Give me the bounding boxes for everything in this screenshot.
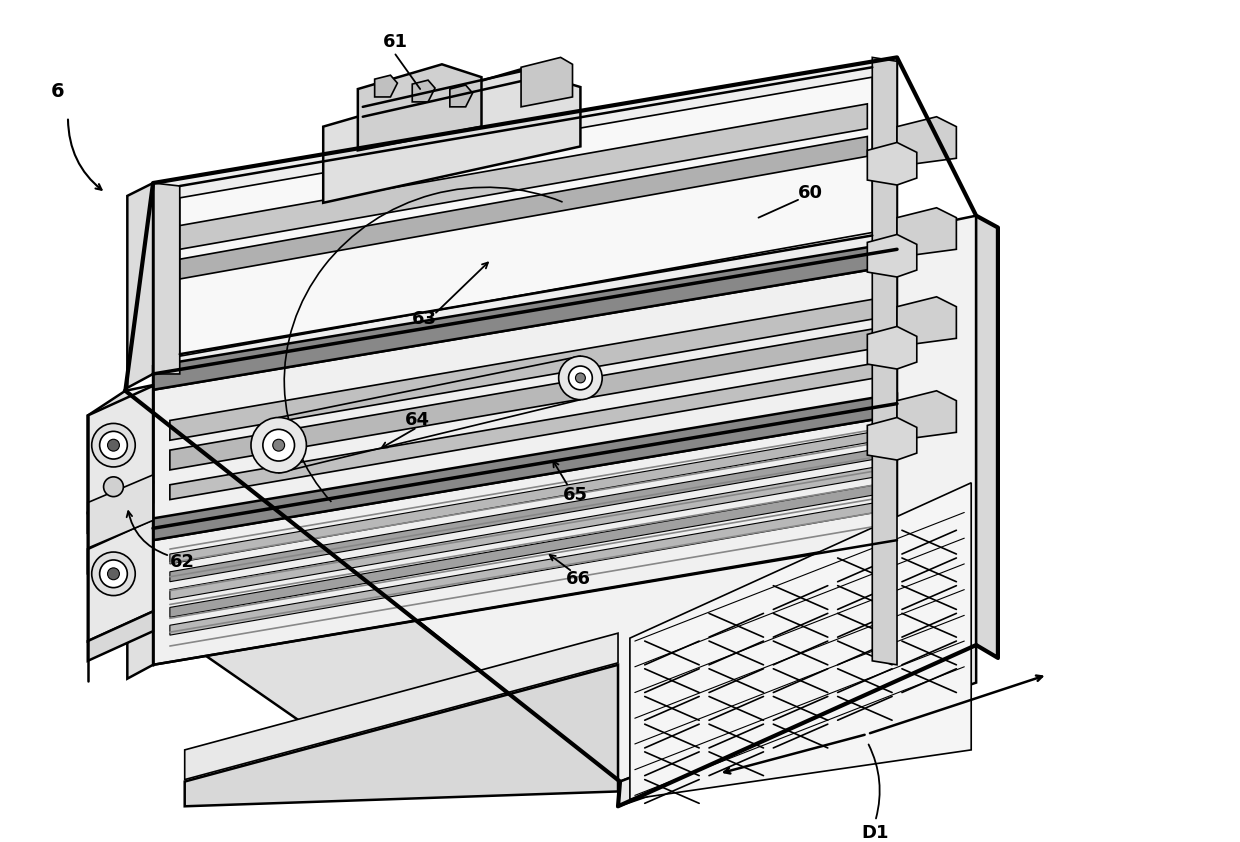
Polygon shape (170, 465, 887, 600)
Text: 66: 66 (565, 570, 591, 588)
Polygon shape (185, 665, 618, 807)
Polygon shape (630, 482, 971, 799)
Polygon shape (128, 390, 153, 542)
Polygon shape (170, 501, 887, 635)
Text: 61: 61 (383, 33, 408, 51)
Polygon shape (872, 57, 897, 665)
Circle shape (92, 424, 135, 467)
Circle shape (99, 431, 128, 459)
Polygon shape (374, 75, 397, 97)
Circle shape (108, 440, 119, 451)
Polygon shape (412, 80, 435, 102)
Polygon shape (976, 216, 998, 658)
Polygon shape (867, 234, 916, 277)
Text: 62: 62 (170, 553, 195, 571)
Text: 64: 64 (404, 412, 430, 429)
Polygon shape (867, 142, 916, 185)
Circle shape (569, 366, 593, 390)
Circle shape (273, 440, 285, 451)
Polygon shape (170, 327, 887, 470)
Polygon shape (897, 296, 956, 346)
Text: 63: 63 (412, 310, 436, 328)
Circle shape (99, 560, 128, 588)
Text: 65: 65 (563, 486, 588, 504)
Polygon shape (897, 208, 956, 257)
Polygon shape (153, 183, 180, 374)
Circle shape (92, 552, 135, 595)
Polygon shape (125, 216, 976, 781)
Circle shape (575, 373, 585, 383)
Polygon shape (170, 429, 887, 564)
Polygon shape (88, 482, 153, 532)
Polygon shape (170, 361, 887, 499)
Circle shape (263, 429, 295, 461)
Polygon shape (180, 136, 867, 279)
Polygon shape (185, 633, 618, 780)
Polygon shape (897, 391, 956, 440)
Polygon shape (180, 77, 872, 356)
Polygon shape (867, 327, 916, 369)
Text: 6: 6 (51, 82, 64, 101)
Polygon shape (170, 482, 887, 617)
Polygon shape (897, 117, 956, 166)
Polygon shape (324, 69, 580, 203)
Polygon shape (153, 265, 897, 528)
Polygon shape (618, 645, 976, 807)
Circle shape (108, 568, 119, 580)
Polygon shape (153, 394, 897, 541)
Polygon shape (170, 296, 887, 440)
Circle shape (559, 356, 603, 400)
Circle shape (104, 477, 123, 497)
Text: 60: 60 (797, 184, 822, 202)
Polygon shape (88, 386, 153, 513)
Polygon shape (88, 520, 153, 641)
Text: D1: D1 (862, 824, 889, 842)
Polygon shape (450, 85, 472, 107)
Polygon shape (88, 611, 153, 661)
Polygon shape (128, 541, 153, 679)
Polygon shape (153, 242, 897, 390)
Polygon shape (128, 183, 153, 388)
Polygon shape (867, 418, 916, 460)
Polygon shape (521, 57, 573, 107)
Polygon shape (88, 475, 153, 548)
Polygon shape (358, 64, 481, 151)
Circle shape (250, 418, 306, 473)
Polygon shape (180, 104, 867, 249)
Polygon shape (88, 391, 620, 781)
Polygon shape (170, 447, 887, 582)
Polygon shape (153, 415, 897, 665)
Polygon shape (153, 57, 897, 374)
